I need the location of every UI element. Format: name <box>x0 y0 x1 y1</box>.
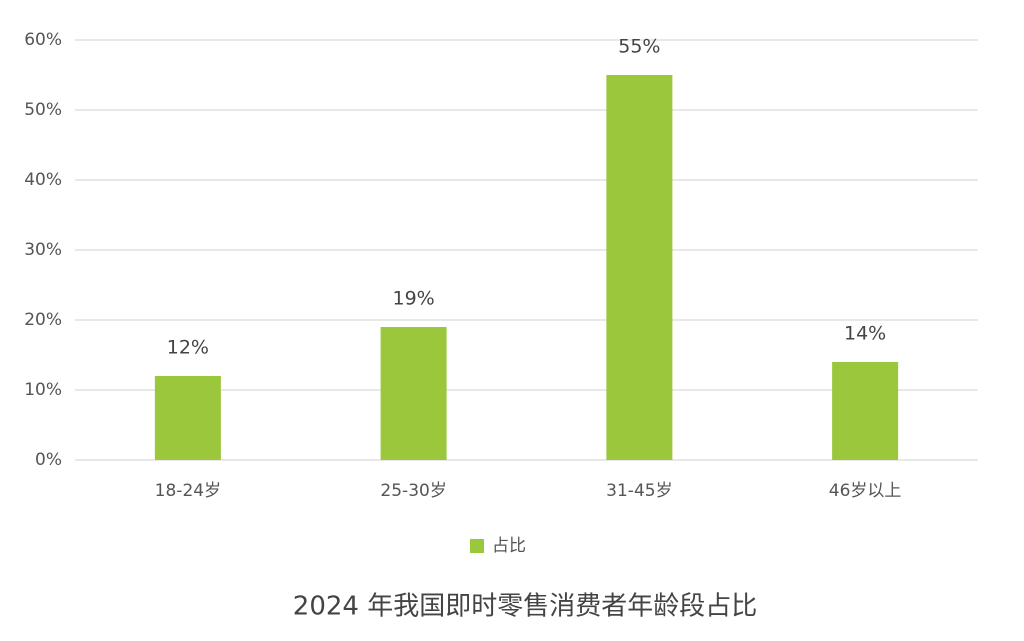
x-tick-label: 46岁以上 <box>829 481 902 501</box>
legend-label: 占比 <box>492 536 526 556</box>
value-label: 55% <box>618 36 660 58</box>
chart-title: 2024 年我国即时零售消费者年龄段占比 <box>293 592 757 622</box>
x-tick-label: 31-45岁 <box>606 481 672 501</box>
y-tick-label: 50% <box>24 100 62 120</box>
bar <box>606 75 673 460</box>
bar <box>154 376 221 460</box>
y-tick-label: 40% <box>24 170 62 190</box>
y-tick-label: 10% <box>24 380 62 400</box>
y-tick-label: 30% <box>24 240 62 260</box>
y-tick-label: 20% <box>24 310 62 330</box>
y-tick-label: 0% <box>35 450 62 470</box>
bar <box>832 362 899 460</box>
bar <box>380 327 447 460</box>
value-label: 14% <box>844 323 886 345</box>
value-label: 19% <box>393 288 435 310</box>
legend-swatch <box>470 539 484 553</box>
x-tick-label: 18-24岁 <box>155 481 221 501</box>
x-tick-label: 25-30岁 <box>380 481 446 501</box>
value-label: 12% <box>167 337 209 359</box>
y-tick-label: 60% <box>24 30 62 50</box>
